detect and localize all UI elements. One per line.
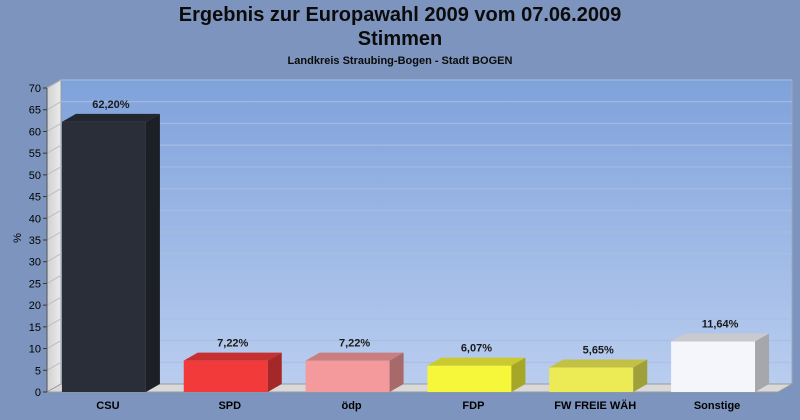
- bar-fw-freie-w-h: [549, 359, 648, 392]
- grid-line-wall: [46, 166, 62, 176]
- bar-front: [183, 360, 268, 392]
- x-tick-label: SPD: [218, 400, 241, 412]
- grid-line-wall: [46, 144, 62, 154]
- y-tick-label: 15: [29, 322, 41, 334]
- grid-line-wall: [46, 209, 62, 219]
- chart-area-label: Landkreis Straubing-Bogen - Stadt BOGEN: [287, 55, 513, 67]
- x-tick-label: FDP: [462, 400, 484, 412]
- x-tick-label: CSU: [96, 400, 119, 412]
- y-tick-label: 70: [29, 83, 41, 95]
- x-tick-label: ödp: [341, 400, 361, 412]
- grid-line-wall: [46, 122, 62, 132]
- y-tick-label: 65: [29, 105, 41, 117]
- y-tick-label: 60: [29, 126, 41, 138]
- bar-top: [183, 352, 282, 361]
- data-label: 62,20%: [92, 99, 130, 111]
- x-tick-label: FW FREIE WÄH: [554, 399, 636, 412]
- grid-line-wall: [46, 318, 62, 328]
- bar-sonstige: [671, 333, 770, 392]
- bar-fdp: [427, 357, 526, 392]
- y-tick-label: 30: [29, 257, 41, 269]
- y-axis-title: %: [12, 233, 24, 243]
- y-tick-label: 25: [29, 278, 41, 290]
- x-tick-label: Sonstige: [694, 400, 740, 412]
- bar-side: [267, 352, 282, 392]
- bar-top: [61, 113, 160, 122]
- y-tick-label: 0: [35, 387, 41, 399]
- y-tick-label: 10: [29, 344, 41, 356]
- bar-side: [633, 359, 648, 392]
- bar-side: [389, 352, 404, 392]
- chart-subtitle: Stimmen: [357, 28, 443, 50]
- grid-line-wall: [46, 253, 62, 263]
- y-tick-label: 55: [29, 148, 41, 160]
- bar-front: [305, 360, 390, 392]
- bar--dp: [305, 352, 404, 392]
- bar-spd: [183, 352, 282, 392]
- grid-line-wall: [46, 340, 62, 350]
- bar-side: [755, 333, 770, 392]
- grid-line-wall: [46, 79, 62, 89]
- bar-front: [61, 121, 146, 393]
- y-tick-label: 35: [29, 235, 41, 247]
- bar-side: [511, 357, 526, 392]
- grid-line-wall: [46, 274, 62, 284]
- grid-line-wall: [46, 188, 62, 198]
- data-label: 6,07%: [461, 343, 492, 355]
- bar-top: [427, 357, 526, 366]
- data-label: 5,65%: [583, 344, 614, 356]
- grid-line-wall: [46, 361, 62, 371]
- bar-top: [671, 333, 770, 342]
- grid-line-wall: [46, 231, 62, 241]
- y-tick-label: 45: [29, 192, 41, 204]
- bar-top: [549, 359, 648, 368]
- bar-top: [305, 352, 404, 361]
- data-label: 7,22%: [339, 338, 370, 350]
- chart-title: Ergebnis zur Europawahl 2009 vom 07.06.2…: [178, 4, 622, 26]
- grid-line-wall: [46, 101, 62, 111]
- data-label: 7,22%: [217, 338, 248, 350]
- bar-front: [427, 365, 512, 392]
- y-tick-label: 40: [29, 213, 41, 225]
- y-tick-label: 5: [35, 365, 41, 377]
- bar-front: [671, 341, 756, 392]
- bar-csu: [61, 113, 160, 393]
- bar-side: [145, 113, 160, 393]
- grid-line-wall: [46, 296, 62, 306]
- data-label: 11,64%: [702, 318, 739, 330]
- y-tick-label: 20: [29, 300, 41, 312]
- bar-front: [549, 367, 634, 392]
- y-tick-label: 50: [29, 170, 41, 182]
